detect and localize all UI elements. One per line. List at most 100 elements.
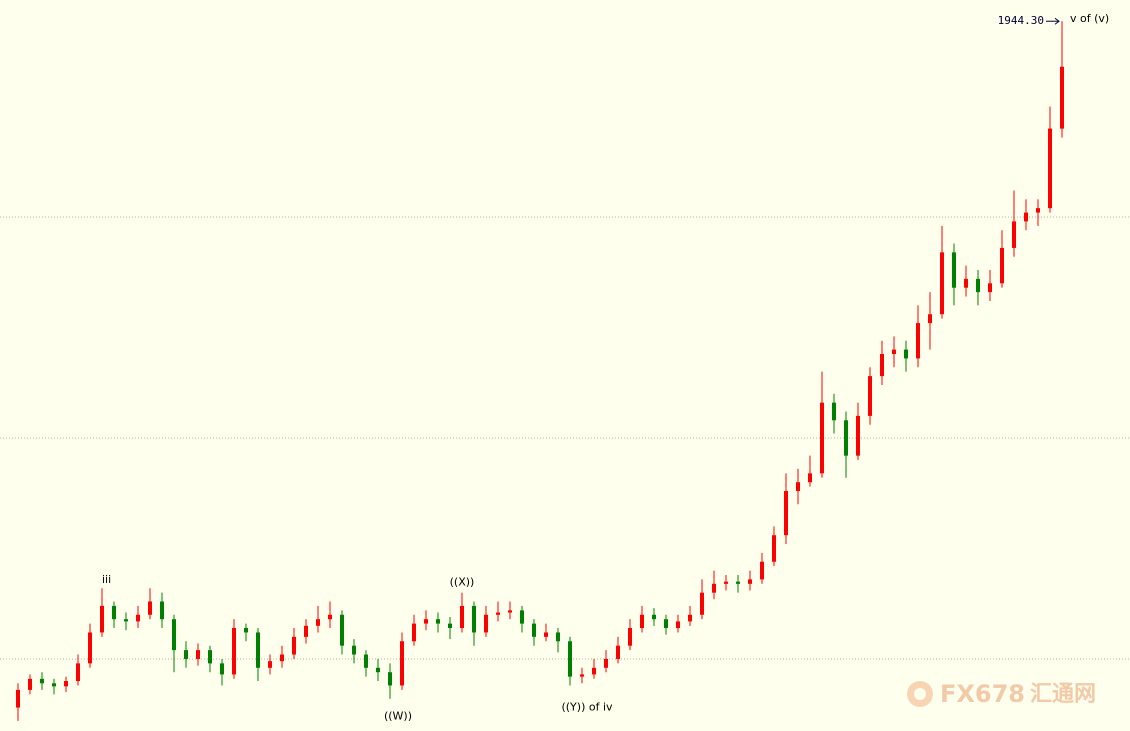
- watermark: FX678 汇通网: [907, 680, 1096, 708]
- candle-body: [652, 614, 656, 620]
- candle-body: [1012, 221, 1016, 248]
- watermark-text: FX678: [940, 680, 1025, 708]
- candle-body: [532, 623, 536, 637]
- candle-body: [1036, 208, 1040, 213]
- candle-body: [772, 535, 776, 562]
- candle-body: [592, 667, 596, 675]
- candle-body: [508, 610, 512, 613]
- candle-body: [100, 605, 104, 633]
- candle-body: [400, 641, 404, 686]
- candle-body: [976, 278, 980, 293]
- candle-body: [268, 661, 272, 668]
- price-arrow-head: [1054, 17, 1060, 25]
- candle-body: [952, 252, 956, 288]
- candle-body: [616, 645, 620, 659]
- candle-body: [700, 592, 704, 615]
- candle-body: [388, 672, 392, 686]
- candle-body: [436, 619, 440, 624]
- candle-body: [724, 581, 728, 584]
- watermark-text: 汇通网: [1030, 682, 1096, 707]
- candle-body: [736, 581, 740, 584]
- candle-body: [184, 650, 188, 659]
- candle-body: [448, 623, 452, 629]
- candle-body: [52, 683, 56, 687]
- candle-body: [244, 628, 248, 633]
- candle-body: [196, 650, 200, 659]
- candle-body: [496, 612, 500, 615]
- candle-body: [172, 619, 176, 651]
- candle-body: [640, 614, 644, 629]
- candle-body: [1048, 128, 1052, 209]
- candle-body: [256, 632, 260, 668]
- candle-body: [160, 601, 164, 620]
- candle-body: [316, 619, 320, 626]
- candle-body: [16, 689, 20, 708]
- candle-body: [520, 610, 524, 624]
- candle-body: [964, 278, 968, 288]
- candle-body: [340, 614, 344, 646]
- candle-body: [364, 654, 368, 668]
- candle-body: [904, 349, 908, 359]
- candle-body: [112, 605, 116, 620]
- candle-body: [880, 354, 884, 377]
- candle-body: [568, 641, 572, 677]
- candle-body: [940, 252, 944, 315]
- wave-label: ((Y)) of iv: [561, 700, 613, 713]
- candle-body: [292, 636, 296, 655]
- candle-body: [844, 420, 848, 456]
- candle-body: [88, 632, 92, 664]
- candle-body: [280, 654, 284, 662]
- candle-body: [472, 605, 476, 633]
- candle-body: [916, 323, 920, 359]
- candle-body: [1000, 247, 1004, 284]
- candle-body: [628, 628, 632, 646]
- wave-label: ((X)): [450, 576, 475, 589]
- candle-body: [76, 663, 80, 682]
- candle-body: [40, 678, 44, 684]
- candle-body: [124, 619, 128, 622]
- candle-body: [928, 314, 932, 324]
- candle-body: [580, 674, 584, 677]
- candle-body: [232, 628, 236, 675]
- wave-label: v of (v): [1070, 12, 1109, 25]
- candle-body: [784, 491, 788, 536]
- candle-body: [376, 667, 380, 673]
- candle-body: [460, 605, 464, 629]
- candle-body: [208, 650, 212, 664]
- candle-body: [604, 658, 608, 668]
- candle-body: [556, 632, 560, 642]
- price-label: 1944.30: [998, 14, 1044, 27]
- candle-body: [796, 482, 800, 492]
- candle-body: [820, 402, 824, 474]
- candle-body: [892, 349, 896, 355]
- candle-body: [1024, 212, 1028, 222]
- candle-body: [136, 614, 140, 622]
- candle-body: [676, 621, 680, 629]
- candle-body: [760, 561, 764, 580]
- candle-body: [148, 601, 152, 615]
- candle-body: [856, 415, 860, 456]
- candle-body: [424, 619, 428, 624]
- candle-body: [664, 619, 668, 629]
- candle-body: [988, 283, 992, 293]
- candle-body: [484, 614, 488, 633]
- candle-body: [712, 583, 716, 593]
- candle-body: [328, 614, 332, 620]
- candle-body: [808, 473, 812, 483]
- candle-body: [220, 663, 224, 675]
- candle-body: [832, 402, 836, 421]
- candle-body: [868, 376, 872, 416]
- candle-body: [688, 614, 692, 622]
- candle-body: [304, 625, 308, 637]
- wave-label: iii: [102, 573, 111, 586]
- watermark-logo: [914, 688, 926, 700]
- candle-body: [28, 678, 32, 690]
- wave-label: ((W)): [384, 710, 412, 723]
- candle-body: [412, 623, 416, 642]
- candle-body: [352, 645, 356, 655]
- candle-body: [544, 632, 548, 637]
- candle-body: [64, 681, 68, 687]
